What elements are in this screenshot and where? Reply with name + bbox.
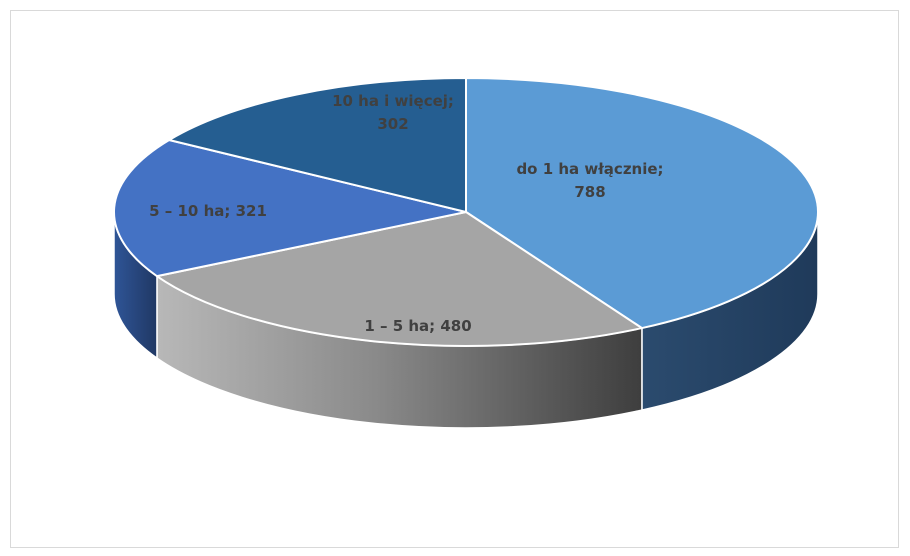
data-label-do-1-ha: do 1 ha włącznie; 788	[516, 160, 663, 201]
pie-slice-10-ha-i-wiecej	[168, 77, 467, 213]
data-label-5-10-ha: 5 – 10 ha; 321	[149, 202, 267, 220]
data-label-10-ha-i-wiecej: 10 ha i więcej; 302	[332, 92, 454, 133]
pie-slice-do-1-ha	[465, 77, 819, 330]
pie-slice-1-5-ha	[155, 211, 643, 347]
pie-slice-5-10-ha	[113, 138, 467, 278]
data-label-1-5-ha: 1 – 5 ha; 480	[364, 317, 471, 335]
